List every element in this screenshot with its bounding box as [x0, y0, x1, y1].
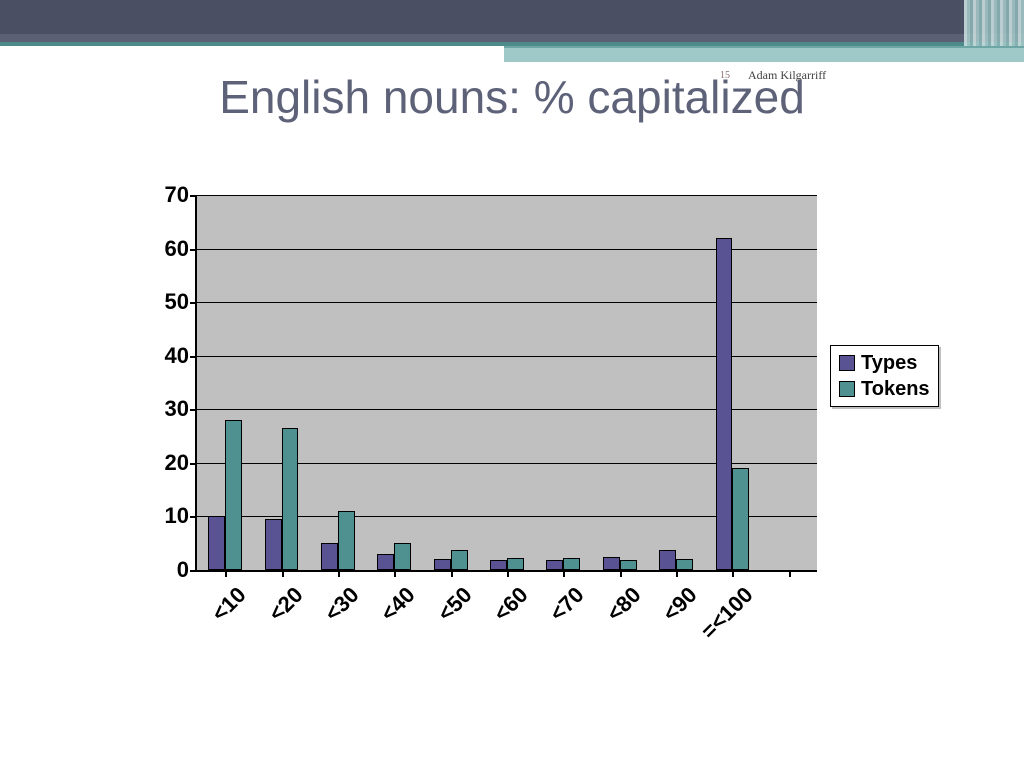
bar-tokens	[676, 559, 693, 570]
bar-tokens	[507, 558, 524, 570]
bar-types	[377, 554, 394, 570]
xtick-mark	[338, 570, 340, 577]
bar-tokens	[563, 558, 580, 570]
xtick-label: <60	[489, 582, 534, 627]
bar-types	[208, 516, 225, 570]
banner-stripes-decoration	[964, 0, 1024, 46]
bar-types	[603, 557, 620, 570]
bar-types	[265, 519, 282, 570]
legend: Types Tokens	[830, 345, 939, 407]
ytick-label: 10	[165, 503, 189, 529]
ytick-label: 50	[165, 289, 189, 315]
banner-teal-block	[504, 46, 1024, 62]
legend-swatch-types	[839, 355, 855, 371]
ytick-label: 30	[165, 396, 189, 422]
legend-item-tokens: Tokens	[839, 376, 930, 402]
xtick-mark	[620, 570, 622, 577]
legend-swatch-tokens	[839, 381, 855, 397]
xtick-label: =<100	[696, 582, 759, 645]
ytick-mark	[190, 409, 197, 411]
xtick-mark	[789, 570, 791, 577]
bar-tokens	[282, 428, 299, 570]
bar-tokens	[451, 550, 468, 570]
xtick-label: <40	[376, 582, 421, 627]
plot-area: 010203040506070<10<20<30<40<50<60<70<80<…	[195, 195, 817, 572]
bar-types	[321, 543, 338, 570]
xtick-mark	[282, 570, 284, 577]
xtick-label: <90	[658, 582, 703, 627]
xtick-mark	[563, 570, 565, 577]
bar-types	[490, 560, 507, 570]
bar-tokens	[225, 420, 242, 570]
xtick-label: <50	[432, 582, 477, 627]
ytick-mark	[190, 356, 197, 358]
xtick-mark	[225, 570, 227, 577]
xtick-label: <80	[601, 582, 646, 627]
bar-types	[716, 238, 733, 570]
ytick-label: 60	[165, 236, 189, 262]
ytick-label: 0	[177, 557, 189, 583]
bar-types	[546, 560, 563, 570]
bar-tokens	[338, 511, 355, 570]
xtick-mark	[676, 570, 678, 577]
xtick-label: <20	[263, 582, 308, 627]
ytick-label: 40	[165, 343, 189, 369]
bar-tokens	[732, 468, 749, 570]
banner-shadow-bar	[0, 34, 1024, 42]
xtick-label: <30	[320, 582, 365, 627]
chart: 010203040506070<10<20<30<40<50<60<70<80<…	[130, 190, 900, 710]
banner-dark-bar	[0, 0, 1024, 34]
xtick-mark	[394, 570, 396, 577]
xtick-mark	[507, 570, 509, 577]
ytick-mark	[190, 302, 197, 304]
ytick-mark	[190, 463, 197, 465]
ytick-mark	[190, 570, 197, 572]
bar-tokens	[620, 560, 637, 570]
bar-types	[434, 559, 451, 570]
xtick-label: <70	[545, 582, 590, 627]
ytick-mark	[190, 516, 197, 518]
legend-label-tokens: Tokens	[861, 376, 930, 402]
bar-types	[659, 550, 676, 570]
ytick-mark	[190, 195, 197, 197]
xtick-mark	[732, 570, 734, 577]
xtick-label: <10	[207, 582, 252, 627]
ytick-label: 20	[165, 450, 189, 476]
bar-tokens	[394, 543, 411, 570]
legend-item-types: Types	[839, 350, 930, 376]
ytick-mark	[190, 249, 197, 251]
slide-title: English nouns: % capitalized	[0, 70, 1024, 124]
ytick-label: 70	[165, 182, 189, 208]
gridline	[197, 195, 817, 196]
legend-label-types: Types	[861, 350, 917, 376]
xtick-mark	[451, 570, 453, 577]
